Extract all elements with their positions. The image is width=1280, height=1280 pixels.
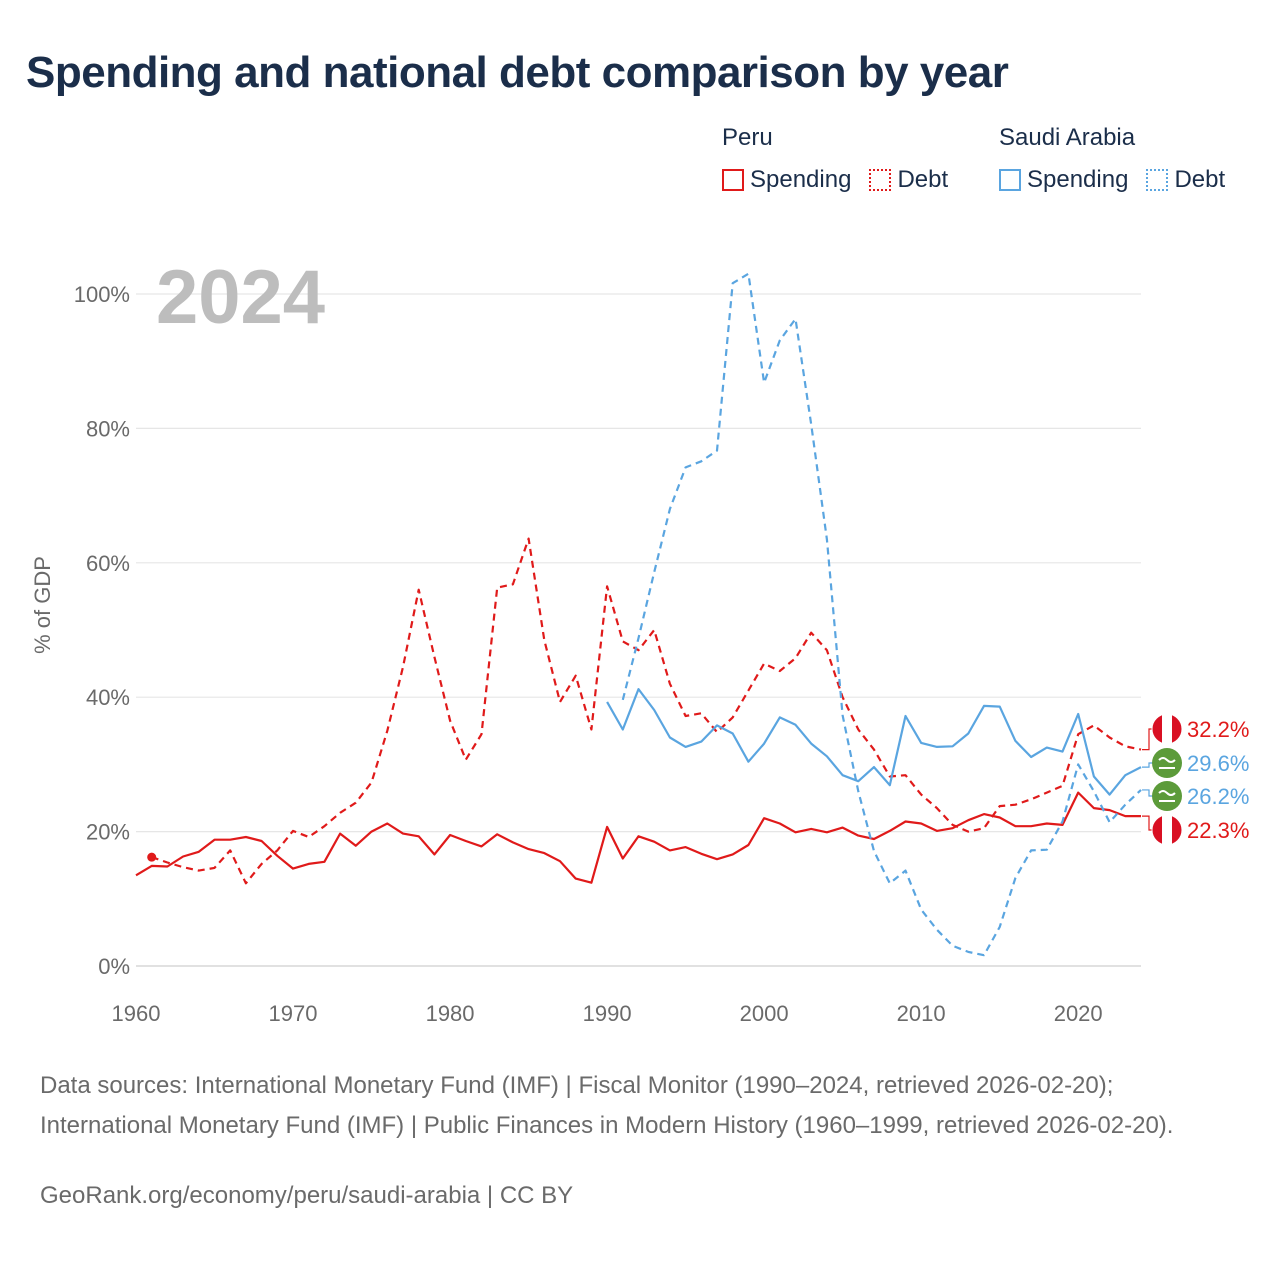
peru-flag-icon: [1151, 713, 1183, 745]
end-label-leader: [1142, 728, 1153, 751]
legend-group-title: Saudi Arabia: [999, 124, 1136, 151]
credit-link[interactable]: GeoRank.org/economy/peru/saudi-arabia | …: [40, 1182, 574, 1209]
legend-item-peru-debt[interactable]: Debt: [869, 166, 948, 194]
end-label-leader: [1142, 815, 1153, 831]
x-tick-label: 2020: [1054, 1001, 1103, 1026]
grid: [136, 293, 1141, 967]
legend-swatch-dotted: [1146, 169, 1169, 191]
end-value-label: 32.2%: [1187, 717, 1249, 742]
line-chart: 0% 20% 40% 60% 80% 100% 1960 1970 1980 1990 2000 2…: [30, 255, 1249, 1026]
x-tick-label: 2000: [740, 1001, 789, 1026]
end-label-leader: [1142, 789, 1153, 797]
y-axis-ticks: 0% 20% 40% 60% 80% 100%: [74, 282, 130, 979]
series-line-peru-spending[interactable]: [135, 791, 1141, 884]
y-tick-label: 0%: [98, 954, 130, 979]
legend-label: Spending: [1027, 166, 1129, 193]
end-label-leader: [1142, 762, 1153, 768]
saudi-flag-icon: [1152, 781, 1182, 811]
series-line-saudi-arabia-debt[interactable]: [621, 272, 1142, 957]
series-line-peru-debt[interactable]: [151, 537, 1142, 885]
end-value-label: 26.2%: [1187, 784, 1249, 809]
legend-swatch-dotted: [869, 169, 892, 191]
x-tick-label: 1990: [583, 1001, 632, 1026]
end-value-label: 22.3%: [1187, 818, 1249, 843]
series-lines: [135, 272, 1142, 957]
legend-item-peru-spending[interactable]: Spending: [722, 166, 851, 194]
legend-label: Debt: [897, 166, 949, 193]
legend-group-title: Peru: [722, 124, 773, 151]
legend-group-saudi-arabia: Saudi Arabia Spending Debt: [999, 124, 1225, 194]
chart-title: Spending and national debt comparison by…: [26, 48, 1009, 97]
year-label: 2024: [156, 255, 325, 340]
x-tick-label: 1980: [426, 1001, 475, 1026]
end-value-label: 29.6%: [1187, 751, 1249, 776]
series-line-saudi-arabia-spending[interactable]: [606, 687, 1142, 796]
legend-group-peru: Peru Spending Debt: [722, 124, 948, 194]
y-tick-label: 60%: [86, 551, 130, 576]
x-tick-label: 1970: [269, 1001, 318, 1026]
y-tick-label: 20%: [86, 820, 130, 845]
x-axis-ticks: 1960 1970 1980 1990 2000 2010 2020: [112, 1001, 1103, 1026]
y-axis-label: % of GDP: [30, 556, 55, 654]
legend-swatch-solid: [999, 169, 1021, 191]
legend-label: Spending: [750, 166, 852, 193]
data-sources: Data sources: International Monetary Fun…: [40, 1072, 1174, 1139]
x-tick-label: 1960: [112, 1001, 161, 1026]
legend-swatch-solid: [722, 169, 744, 191]
legend-item-saudi-debt[interactable]: Debt: [1146, 166, 1225, 194]
legend-item-saudi-spending[interactable]: Spending: [999, 166, 1128, 194]
y-tick-label: 40%: [86, 685, 130, 710]
start-marker: [147, 852, 157, 862]
y-tick-label: 100%: [74, 282, 130, 307]
peru-flag-icon: [1151, 814, 1183, 846]
saudi-flag-icon: [1152, 748, 1182, 778]
y-tick-label: 80%: [86, 416, 130, 441]
x-tick-label: 2010: [897, 1001, 946, 1026]
legend-label: Debt: [1174, 166, 1226, 193]
end-labels: 32.2% 29.6% 26.2% 22.3%: [1142, 713, 1249, 846]
